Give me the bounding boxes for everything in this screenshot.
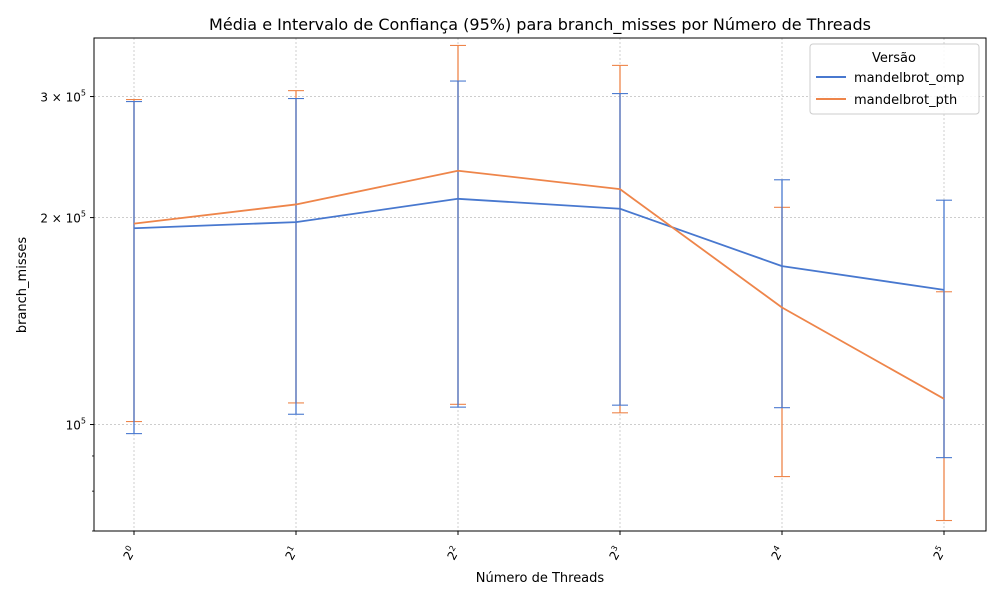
error-bars bbox=[126, 44, 952, 522]
legend-title: Versão bbox=[872, 51, 916, 66]
chart-title: Média e Intervalo de Confiança (95%) par… bbox=[209, 15, 871, 35]
series-lines bbox=[133, 169, 945, 400]
legend: Versão mandelbrot_omp mandelbrot_pth bbox=[809, 43, 980, 115]
y-axis-ticks: 105 2 × 105 3 × 105 bbox=[40, 89, 94, 532]
series-line-pth bbox=[133, 169, 945, 400]
y-tick-label: 3 × 105 bbox=[40, 89, 86, 105]
y-tick-label: 2 × 105 bbox=[40, 210, 86, 226]
legend-label-pth: mandelbrot_pth bbox=[854, 93, 957, 108]
series-line-omp bbox=[133, 197, 945, 291]
plot-frame bbox=[93, 37, 987, 532]
grid bbox=[94, 38, 986, 531]
y-tick-label: 105 bbox=[66, 417, 86, 433]
x-axis-label: Número de Threads bbox=[476, 571, 605, 586]
y-axis-label: branch_misses bbox=[15, 237, 30, 334]
legend-label-omp: mandelbrot_omp bbox=[854, 71, 964, 86]
legend-box bbox=[809, 43, 980, 115]
